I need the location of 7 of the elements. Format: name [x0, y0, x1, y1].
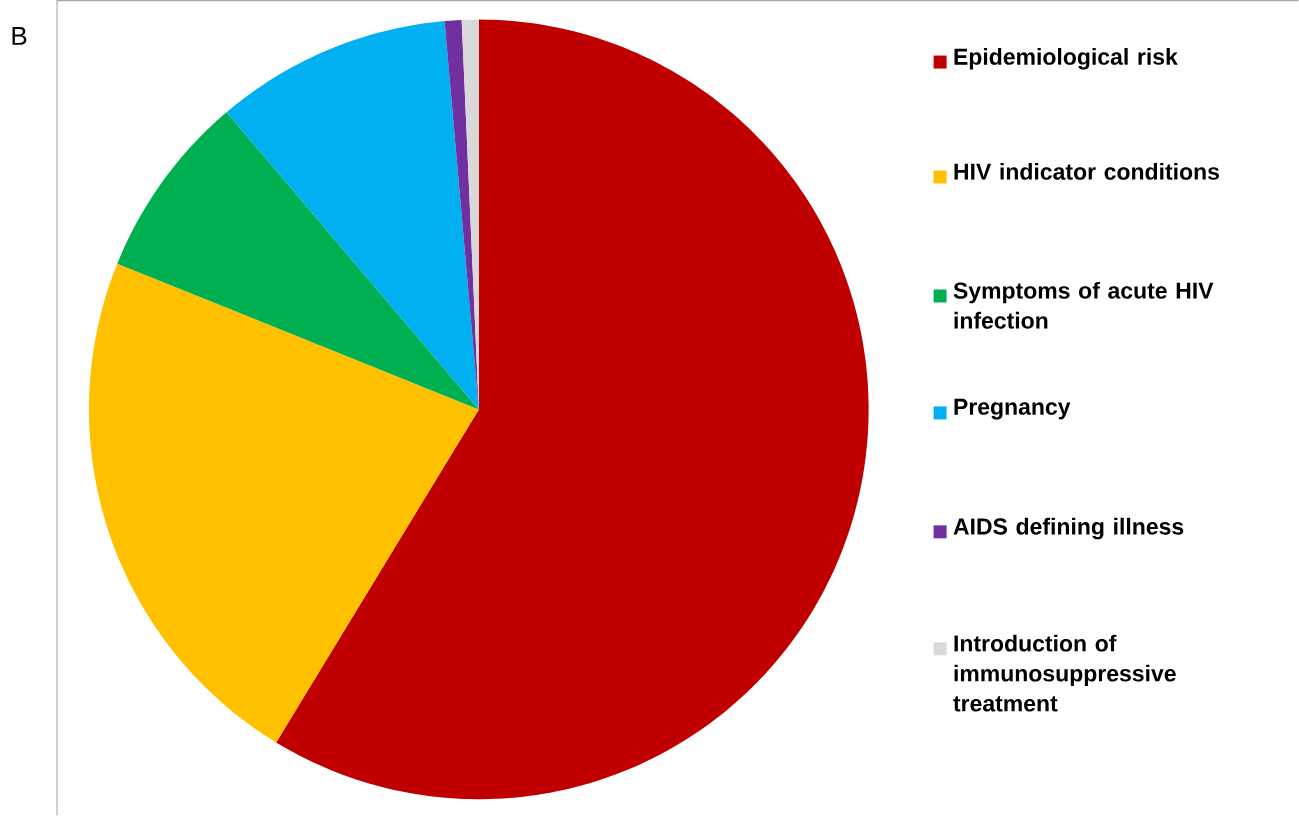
legend-label: HIV indicator conditions	[954, 163, 1219, 180]
legend-label: Introduction of immunosuppressive treatment	[953, 634, 1176, 712]
legend-label: Epidemiological risk	[954, 48, 1178, 70]
legend-label: AIDS defining illness	[953, 517, 1184, 540]
legend-label: Pregnancy	[954, 398, 1071, 420]
text: B	[12, 27, 27, 45]
legend-label: Symptoms of acute HIV infection	[953, 281, 1214, 329]
